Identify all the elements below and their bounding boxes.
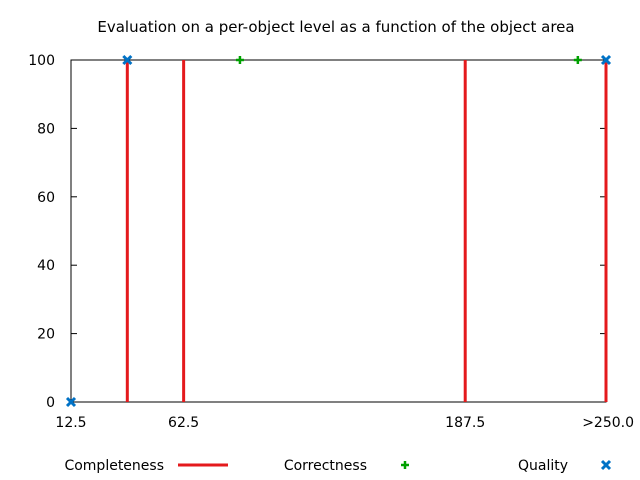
y-tick-label: 0 — [46, 395, 55, 411]
y-tick-label: 40 — [37, 258, 55, 274]
plot-border — [70, 59, 607, 403]
x-tick-label: 12.5 — [55, 415, 86, 431]
quality-point — [65, 396, 77, 408]
y-tick-label: 20 — [37, 327, 55, 343]
y-tick-label: 80 — [37, 121, 55, 137]
legend: Completeness Correctness Quality — [64, 458, 612, 474]
legend-swatch-correctness — [401, 461, 409, 469]
x-axis: 12.5 62.5 187.5 >250.0 — [55, 60, 634, 431]
x-tick-label: 187.5 — [445, 415, 485, 431]
legend-swatch-quality — [600, 459, 612, 471]
y-tick-label: 60 — [37, 190, 55, 206]
legend-label-quality: Quality — [518, 458, 568, 474]
y-tick-label: 100 — [28, 53, 55, 69]
legend-label-correctness: Correctness — [284, 458, 367, 474]
plot-marks — [65, 54, 612, 408]
x-tick-label: 62.5 — [168, 415, 199, 431]
x-tick-label: >250.0 — [582, 415, 634, 431]
chart-title: Evaluation on a per-object level as a fu… — [97, 18, 574, 36]
legend-label-completeness: Completeness — [64, 458, 164, 474]
y-axis: 0 20 40 60 80 100 — [28, 53, 606, 411]
correctness-point — [235, 56, 244, 64]
quality-point — [122, 54, 133, 66]
plot-frame — [70, 59, 607, 403]
quality-point — [600, 54, 612, 66]
correctness-point — [573, 56, 582, 64]
